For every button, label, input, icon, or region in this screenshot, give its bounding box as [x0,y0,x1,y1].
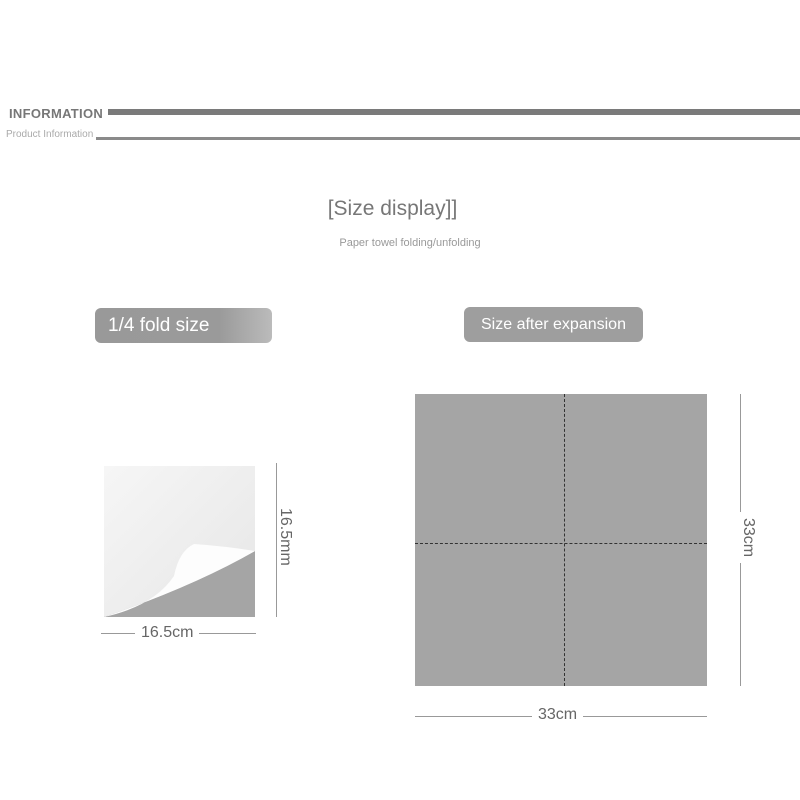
header-subdivider [96,137,800,140]
expanded-label: Size after expansion [464,307,643,342]
section-subtitle: Paper towel folding/unfolding [339,237,481,249]
header-title: INFORMATION [9,106,104,121]
section-title: [Size display]] [327,197,458,220]
folded-label: 1/4 fold size [95,308,272,343]
header-subtitle: Product Information [6,129,94,140]
folded-height-label: 16.5mm [277,502,294,572]
header-divider [108,109,800,115]
expanded-height-label: 33cm [740,512,757,564]
horizontal-fold-line [415,543,707,545]
folded-height-line [276,463,277,617]
folded-width-label: 16.5cm [135,624,200,641]
folded-towel-image [104,466,255,617]
expanded-towel-image [415,394,707,686]
expanded-label-text: Size after expansion [481,315,626,333]
vertical-fold-line [564,394,566,686]
folded-label-text: 1/4 fold size [108,314,210,336]
expanded-width-label: 33cm [532,706,584,723]
